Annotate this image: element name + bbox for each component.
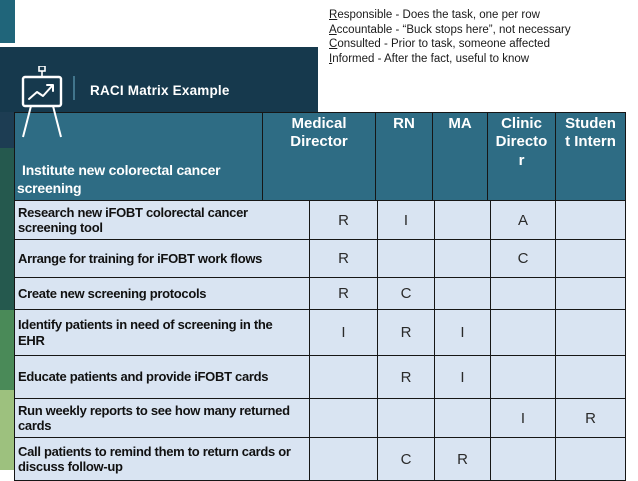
legend-letter: A [329,23,337,36]
legend-text: ccountable - “Buck stops here”, not nece… [336,23,571,36]
table-header-row: Institute new colorectal cancer screenin… [15,113,625,201]
legend-line-consulted: Consulted - Prior to task, someone affec… [329,37,631,52]
legend-letter: I [329,52,333,65]
raci-value-cell: R [310,201,378,239]
left-accent-strip-light-green [0,390,14,470]
legend-line-informed: Informed - After the fact, useful to kno… [329,52,631,67]
raci-value-cell [310,438,378,480]
slide-title-bar: RACI Matrix Example [0,47,318,138]
raci-value-cell: I [435,356,491,398]
legend-line-responsible: Responsible - Does the task, one per row [329,8,631,23]
column-header-ma: MA [433,113,488,200]
table-row-arrange-training: Arrange for training for iFOBT work flow… [15,240,625,278]
raci-value-cell [378,399,435,437]
table-row-create-protocols: Create new screening protocols R C [15,278,625,310]
raci-value-cell [435,278,491,309]
raci-value-cell: I [491,399,556,437]
raci-value-cell: R [310,278,378,309]
raci-value-cell [556,278,625,309]
raci-value-cell [310,356,378,398]
raci-value-cell: R [378,310,435,355]
raci-value-cell: C [491,240,556,277]
legend-text: esponsible - Does the task, one per row [337,9,540,21]
raci-value-cell [556,438,625,480]
task-cell: Arrange for training for iFOBT work flow… [15,240,310,277]
raci-value-cell: R [585,409,596,427]
raci-value-cell [491,356,556,398]
raci-value-cell: C [378,278,435,309]
legend-line-accountable: Accountable - “Buck stops here”, not nec… [329,23,631,38]
raci-value-cell [556,201,625,239]
raci-table: Institute new colorectal cancer screenin… [14,112,626,481]
left-accent-strip-dark-teal [0,148,14,310]
task-cell: Run weekly reports to see how many retur… [15,399,310,437]
raci-value-cell [491,438,556,480]
legend-text: onsulted - Prior to task, someone affect… [337,38,550,51]
task-cell: Call patients to remind them to return c… [15,438,310,480]
raci-value-cell [435,240,491,277]
left-accent-strip-green [0,310,14,390]
table-row-research: Research new iFOBT colorectal cancer scr… [15,201,625,240]
raci-value-cell [556,356,625,398]
corner-header-cell: Institute new colorectal cancer screenin… [15,113,263,200]
legend-letter: R [329,9,338,21]
raci-legend: Responsible - Does the task, one per row… [329,8,631,66]
raci-value-cell [556,310,625,355]
legend-letter: C [329,38,338,51]
raci-value-cell [491,310,556,355]
raci-value-cell: C [378,438,435,480]
raci-value-cell [378,240,435,277]
presentation-chart-icon [21,66,63,138]
column-header-medical-director: Medical Director [263,113,376,200]
raci-value-cell [556,240,625,277]
table-row-run-reports: Run weekly reports to see how many retur… [15,399,625,438]
column-header-clinic-director: Clinic Director [488,113,556,200]
page-title: RACI Matrix Example [90,83,230,98]
table-row-call-patients: Call patients to remind them to return c… [15,438,625,480]
top-left-accent-square [0,0,15,43]
raci-value-cell [310,399,378,437]
left-accent-strip-navy [0,112,14,148]
raci-value-cell [435,201,491,239]
table-row-identify-patients: Identify patients in need of screening i… [15,310,625,356]
task-cell: Identify patients in need of screening i… [15,310,310,355]
title-separator [73,76,75,100]
table-row-educate-patients: Educate patients and provide iFOBT cards… [15,356,625,399]
raci-value-cell: R [310,240,378,277]
task-cell: Create new screening protocols [15,278,310,309]
column-header-student-intern: Student Intern [565,115,616,151]
raci-value-cell: R [435,438,491,480]
raci-value-cell: A [491,201,556,239]
column-header-rn: RN [376,113,433,200]
task-cell: Research new iFOBT colorectal cancer scr… [15,201,310,239]
raci-value-cell [435,399,491,437]
raci-value-cell: I [435,310,491,355]
legend-text: nformed - After the fact, useful to know [332,52,530,65]
raci-value-cell: R [378,356,435,398]
raci-value-cell: I [310,310,378,355]
raci-value-cell: I [378,201,435,239]
task-cell: Educate patients and provide iFOBT cards [15,356,310,398]
raci-value-cell [491,278,556,309]
